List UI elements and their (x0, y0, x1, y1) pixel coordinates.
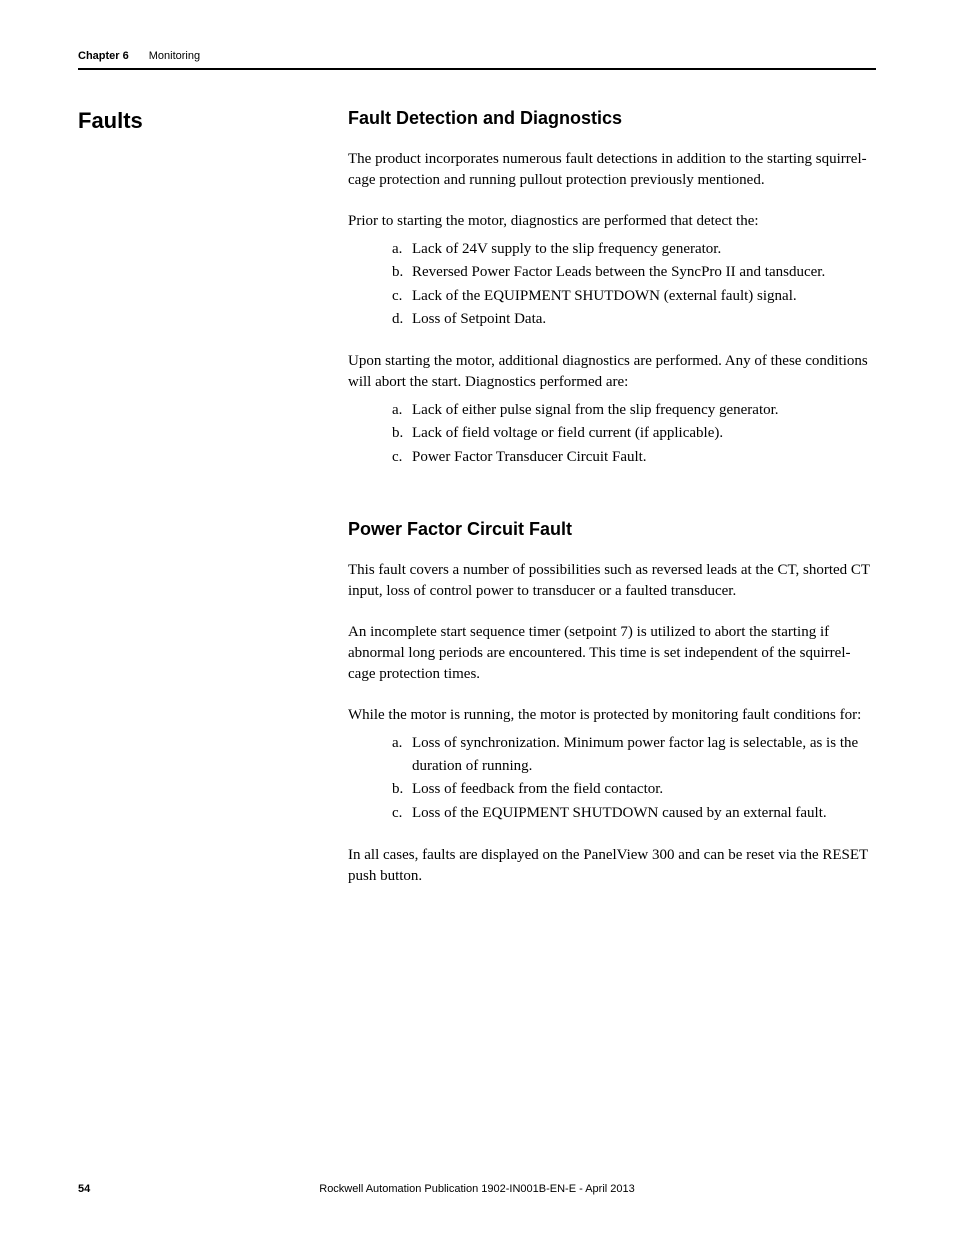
list-item: c. Lack of the EQUIPMENT SHUTDOWN (exter… (392, 285, 876, 308)
list-text: Lack of 24V supply to the slip frequency… (412, 241, 721, 257)
body-paragraph: While the motor is running, the motor is… (348, 705, 876, 726)
list-item: b. Loss of feedback from the field conta… (392, 778, 876, 801)
diagnostics-list-starting: a. Lack of either pulse signal from the … (348, 399, 876, 469)
list-text: Reversed Power Factor Leads between the … (412, 264, 825, 280)
right-column: Fault Detection and Diagnostics The prod… (348, 108, 876, 907)
list-item: c. Loss of the EQUIPMENT SHUTDOWN caused… (392, 802, 876, 825)
page-number: 54 (78, 1183, 90, 1195)
body-paragraph: This fault covers a number of possibilit… (348, 560, 876, 602)
list-item: a. Lack of 24V supply to the slip freque… (392, 238, 876, 261)
list-item: c. Power Factor Transducer Circuit Fault… (392, 446, 876, 469)
list-text: Lack of the EQUIPMENT SHUTDOWN (external… (412, 288, 797, 304)
list-marker: c. (392, 285, 402, 308)
list-item: d. Loss of Setpoint Data. (392, 308, 876, 331)
body-paragraph: Upon starting the motor, additional diag… (348, 351, 876, 393)
list-item: a. Lack of either pulse signal from the … (392, 399, 876, 422)
content-area: Faults Fault Detection and Diagnostics T… (78, 108, 876, 907)
list-marker: a. (392, 238, 402, 261)
body-paragraph: Prior to starting the motor, diagnostics… (348, 211, 876, 232)
list-text: Loss of Setpoint Data. (412, 311, 546, 327)
page-header: Chapter 6 Monitoring (78, 50, 876, 70)
list-text: Loss of the EQUIPMENT SHUTDOWN caused by… (412, 805, 827, 821)
list-item: b. Lack of field voltage or field curren… (392, 422, 876, 445)
chapter-title: Monitoring (149, 50, 200, 62)
list-marker: c. (392, 802, 402, 825)
chapter-label: Chapter 6 (78, 50, 129, 62)
list-marker: a. (392, 732, 402, 755)
list-marker: a. (392, 399, 402, 422)
list-marker: b. (392, 422, 403, 445)
body-paragraph: An incomplete start sequence timer (setp… (348, 622, 876, 685)
list-text: Loss of feedback from the field contacto… (412, 781, 663, 797)
list-text: Lack of field voltage or field current (… (412, 425, 723, 441)
diagnostics-list-prestart: a. Lack of 24V supply to the slip freque… (348, 238, 876, 331)
section-heading-faults: Faults (78, 108, 308, 134)
body-paragraph: The product incorporates numerous fault … (348, 149, 876, 191)
running-fault-list: a. Loss of synchronization. Minimum powe… (348, 732, 876, 825)
subsection-heading-power-factor: Power Factor Circuit Fault (348, 519, 876, 540)
left-column: Faults (78, 108, 308, 907)
footer-publication: Rockwell Automation Publication 1902-IN0… (319, 1183, 635, 1195)
list-marker: c. (392, 446, 402, 469)
list-text: Lack of either pulse signal from the sli… (412, 402, 779, 418)
list-item: a. Loss of synchronization. Minimum powe… (392, 732, 876, 779)
list-marker: b. (392, 778, 403, 801)
list-marker: d. (392, 308, 403, 331)
list-text: Loss of synchronization. Minimum power f… (412, 735, 858, 774)
list-item: b. Reversed Power Factor Leads between t… (392, 261, 876, 284)
list-text: Power Factor Transducer Circuit Fault. (412, 449, 647, 465)
list-marker: b. (392, 261, 403, 284)
body-paragraph: In all cases, faults are displayed on th… (348, 845, 876, 887)
subsection-heading-fault-detection: Fault Detection and Diagnostics (348, 108, 876, 129)
page-footer: 54 Rockwell Automation Publication 1902-… (78, 1183, 876, 1195)
